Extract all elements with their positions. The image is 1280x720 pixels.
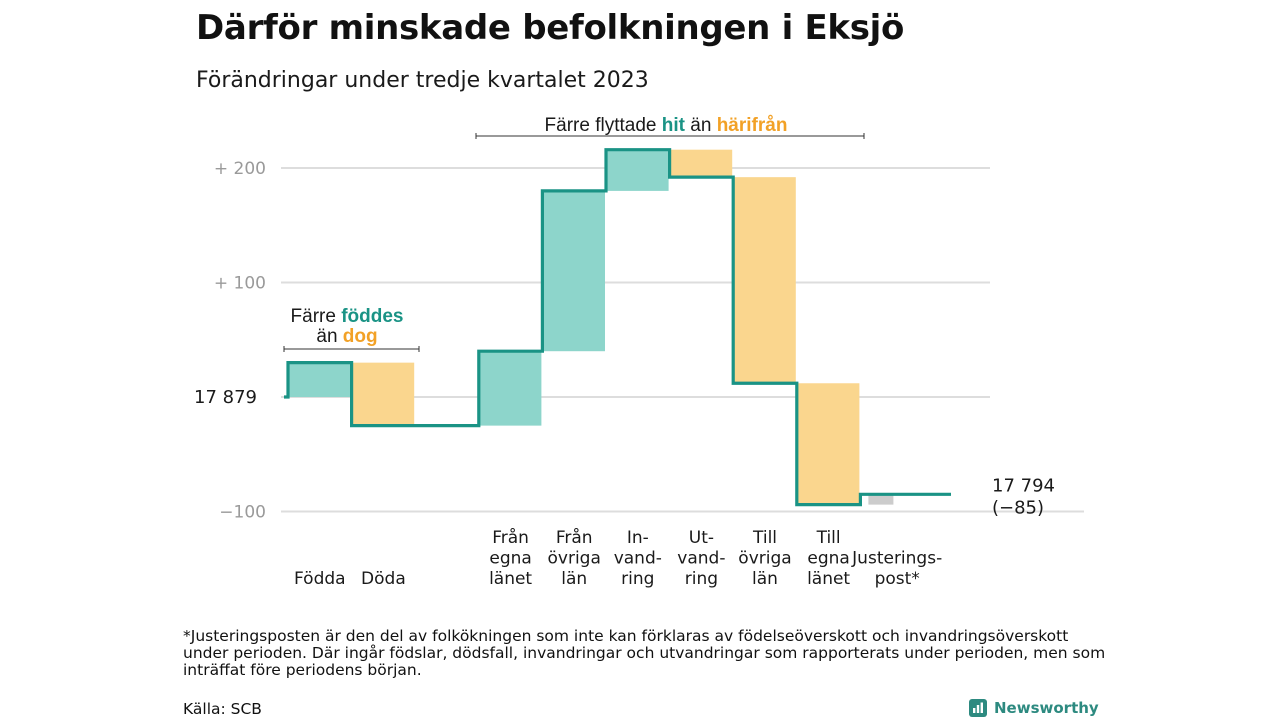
category-label: egna: [489, 549, 531, 569]
category-label: egna: [807, 549, 849, 569]
category-label: övriga: [548, 549, 601, 569]
footnote: *Justeringsposten är den del av folkökni…: [183, 627, 1106, 679]
category-label: post*: [875, 569, 920, 589]
category-label: län: [561, 569, 587, 589]
category-label: Ut-: [689, 528, 714, 548]
source-note: Källa: SCB: [183, 700, 262, 718]
category-label: länet: [807, 569, 850, 589]
brand-logo: Newsworthy: [968, 697, 1099, 719]
annotation-birth-death-line2: än dog: [316, 326, 377, 347]
category-label: vand-: [614, 549, 662, 569]
category-label: In-: [627, 528, 649, 548]
waterfall-bar-5: [543, 190, 605, 352]
annotation-migration: Färre flyttade hit än härifrån: [545, 115, 788, 136]
category-label: Till: [752, 528, 777, 548]
category-label: Från: [492, 527, 529, 548]
waterfall-bar-4: [479, 351, 542, 426]
annotation-birth-death-line1: Färre föddes: [291, 306, 404, 327]
waterfall-bar-6: [607, 149, 669, 191]
brand-name: Newsworthy: [994, 699, 1099, 717]
waterfall-bar-10: [868, 494, 894, 505]
category-label: ring: [685, 569, 718, 589]
category-label: övriga: [738, 549, 791, 569]
category-label: Döda: [361, 569, 406, 589]
start-value-label: 17 879: [194, 387, 257, 408]
chart-subtitle: Förändringar under tredje kvartalet 2023: [196, 68, 649, 93]
category-label: län: [752, 569, 778, 589]
y-tick-label: + 100: [214, 274, 266, 294]
end-value-label: 17 794: [992, 475, 1055, 496]
category-label: Justerings-: [851, 549, 942, 569]
y-tick-label: −100: [219, 503, 266, 523]
waterfall-bar-2: [352, 362, 415, 426]
chart-title: Därför minskade befolkningen i Eksjö: [196, 8, 905, 48]
category-label: Från: [556, 527, 593, 548]
waterfall-bar-1: [289, 362, 351, 397]
category-label: Till: [816, 528, 841, 548]
newsworthy-logo-icon: [969, 699, 987, 717]
cumulative-line: [284, 148, 951, 507]
category-label: länet: [489, 569, 532, 589]
end-change-label: (−85): [992, 497, 1044, 518]
waterfall-bar-7: [670, 149, 733, 178]
y-tick-label: + 200: [214, 159, 266, 179]
waterfall-bar-9: [797, 383, 860, 505]
waterfall-bar-8: [734, 177, 796, 384]
category-label: Födda: [294, 569, 346, 589]
category-label: vand-: [677, 549, 725, 569]
category-label: ring: [621, 569, 654, 589]
